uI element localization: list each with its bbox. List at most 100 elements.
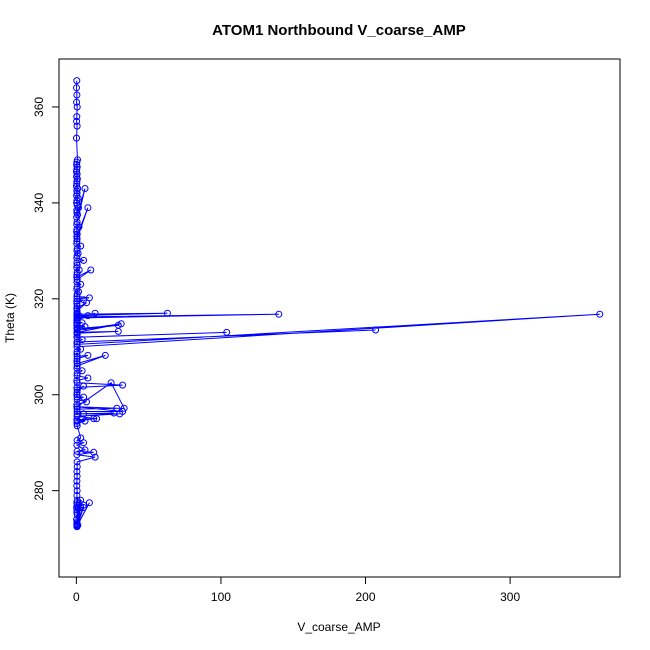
data-point — [73, 326, 81, 334]
data-point — [73, 472, 81, 480]
data-point — [81, 417, 89, 425]
y-tick-label: 340 — [32, 193, 46, 213]
data-point — [73, 447, 81, 455]
data-point — [73, 487, 81, 495]
data-point — [372, 326, 380, 334]
data-point — [73, 268, 81, 276]
data-point — [73, 271, 81, 279]
data-point — [81, 185, 89, 192]
data-point — [73, 273, 81, 281]
data-point — [74, 521, 82, 529]
data-point — [77, 280, 85, 288]
data-point — [73, 468, 81, 475]
data-point — [73, 292, 81, 300]
data-point — [80, 382, 88, 390]
chart-title: ATOM1 Northbound V_coarse_AMP — [212, 22, 466, 39]
data-point — [73, 297, 81, 305]
data-point — [73, 276, 81, 284]
data-point — [73, 225, 81, 233]
data-point — [73, 235, 81, 243]
data-point — [73, 283, 81, 291]
data-point — [81, 446, 89, 454]
data-point — [85, 499, 93, 507]
data-point — [73, 372, 81, 380]
data-point — [91, 309, 99, 317]
data-point — [73, 197, 81, 204]
data-point — [77, 345, 85, 353]
data-point — [73, 84, 80, 92]
data-point — [73, 376, 81, 384]
data-point — [73, 221, 81, 228]
y-axis-label: Theta (K) — [3, 293, 17, 343]
y-tick-label: 300 — [32, 384, 46, 404]
data-point — [73, 91, 81, 99]
data-point — [73, 117, 81, 125]
y-tick-label: 360 — [32, 97, 46, 117]
data-point — [93, 415, 101, 423]
data-point — [73, 213, 81, 221]
data-point — [73, 252, 81, 260]
data-point — [101, 351, 109, 359]
data-point — [73, 98, 81, 106]
series-points — [73, 77, 604, 531]
data-point — [73, 420, 81, 427]
data-point — [73, 302, 81, 310]
data-point — [73, 338, 81, 346]
data-point — [73, 321, 81, 329]
data-point — [73, 396, 81, 403]
series-0-line — [75, 80, 600, 527]
data-point — [120, 404, 128, 412]
x-tick-label: 200 — [356, 590, 376, 604]
data-point — [73, 405, 81, 413]
data-point — [73, 400, 81, 408]
y-tick-label: 280 — [32, 480, 46, 500]
data-point — [73, 187, 81, 195]
y-tick-label: 320 — [32, 288, 46, 308]
data-point — [117, 320, 125, 328]
data-point — [73, 313, 81, 321]
data-point — [116, 410, 124, 418]
data-point — [73, 360, 81, 368]
data-point — [73, 522, 81, 530]
data-point — [73, 451, 81, 459]
data-point — [163, 309, 171, 317]
data-point — [73, 340, 81, 348]
data-point — [223, 328, 231, 336]
data-point — [73, 163, 81, 171]
data-point — [119, 381, 127, 389]
y-axis: 280 300 320 340 360 — [32, 97, 60, 501]
data-point — [73, 264, 81, 272]
data-point — [73, 259, 81, 267]
data-point — [73, 391, 81, 399]
data-point — [73, 122, 81, 130]
data-point — [73, 386, 81, 394]
data-point — [73, 230, 81, 238]
data-point — [77, 504, 85, 511]
data-point — [596, 310, 604, 318]
data-point — [73, 295, 81, 303]
data-point — [73, 388, 81, 396]
data-point — [275, 310, 283, 318]
data-point — [73, 492, 81, 499]
data-point — [73, 331, 81, 339]
data-point — [73, 77, 81, 85]
data-point — [73, 458, 81, 466]
x-tick-label: 300 — [500, 590, 520, 604]
data-point — [73, 206, 81, 214]
data-point — [73, 290, 81, 298]
data-point — [73, 355, 81, 363]
data-point — [73, 417, 81, 425]
data-point — [83, 398, 90, 406]
data-point — [73, 412, 81, 420]
data-point — [73, 379, 81, 387]
data-point — [83, 299, 90, 307]
data-point — [77, 242, 85, 250]
data-point — [73, 357, 81, 365]
data-point — [73, 103, 81, 111]
data-point — [80, 410, 88, 418]
x-axis-label: V_coarse_AMP — [297, 620, 380, 634]
data-point — [73, 180, 81, 188]
data-point — [73, 369, 81, 377]
data-point — [114, 327, 122, 335]
